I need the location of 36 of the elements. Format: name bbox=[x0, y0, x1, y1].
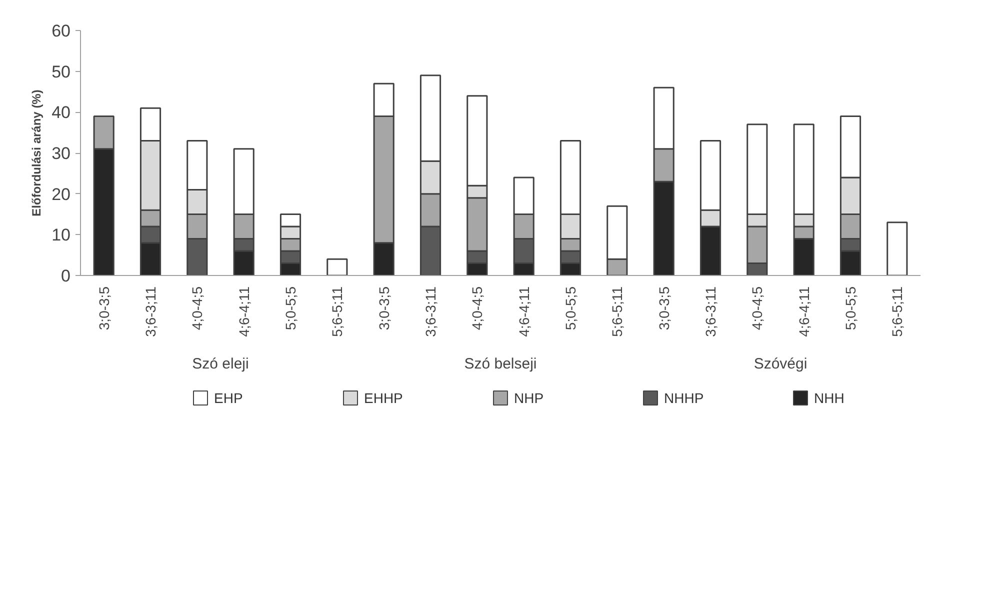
legend-label: EHHP bbox=[364, 390, 403, 406]
x-tick-label: 3;6-3;11 bbox=[142, 286, 158, 337]
x-tick-label: 3;0-3;5 bbox=[656, 286, 672, 330]
x-tick-label: 5;6-5;11 bbox=[609, 286, 626, 337]
y-tick-label: 60 bbox=[52, 22, 71, 40]
x-tick-label: 3;0-3;5 bbox=[96, 286, 112, 330]
y-tick-label: 0 bbox=[61, 266, 71, 286]
x-tick-label: 5;6-5;11 bbox=[889, 286, 906, 337]
x-tick-label: 4;6-4;11 bbox=[236, 286, 252, 337]
y-axis-title: Előfordulási arány (%) bbox=[30, 90, 44, 216]
x-tick-label: 4;0-4;5 bbox=[469, 286, 486, 330]
text: Szóvégi bbox=[754, 356, 808, 372]
legend-label: NHP bbox=[514, 390, 544, 406]
legend-label: NHHP bbox=[664, 390, 704, 406]
legend-label: NHH bbox=[814, 390, 844, 406]
x-tick-label: 3;0-3;5 bbox=[376, 286, 392, 330]
x-tick-label: 3;6-3;11 bbox=[422, 286, 438, 337]
x-tick-label: 4;6-4;11 bbox=[516, 286, 532, 337]
x-tick-label: 5;6-5;11 bbox=[329, 286, 346, 337]
x-tick-label: 4;0-4;5 bbox=[749, 286, 766, 330]
x-tick-label: 4;6-4;11 bbox=[796, 286, 812, 337]
y-tick-label: 20 bbox=[52, 184, 71, 204]
y-tick-label: 50 bbox=[52, 62, 71, 82]
y-tick-label: 10 bbox=[52, 226, 71, 245]
text: Szó belseji bbox=[464, 356, 537, 372]
x-tick-label: 3;6-3;11 bbox=[702, 286, 718, 337]
x-tick-label: 5;0-5;5 bbox=[562, 286, 578, 330]
text: Szó eleji bbox=[192, 356, 249, 372]
bar bbox=[326, 258, 348, 276]
y-tick-label: 30 bbox=[52, 144, 71, 163]
bar bbox=[886, 222, 908, 276]
x-tick-label: 4;0-4;5 bbox=[189, 286, 206, 330]
x-tick-label: 5;0-5;5 bbox=[842, 286, 858, 330]
legend-label: EHP bbox=[214, 390, 243, 406]
x-tick-label: 5;0-5;5 bbox=[282, 286, 298, 330]
y-tick-label: 40 bbox=[52, 103, 71, 122]
